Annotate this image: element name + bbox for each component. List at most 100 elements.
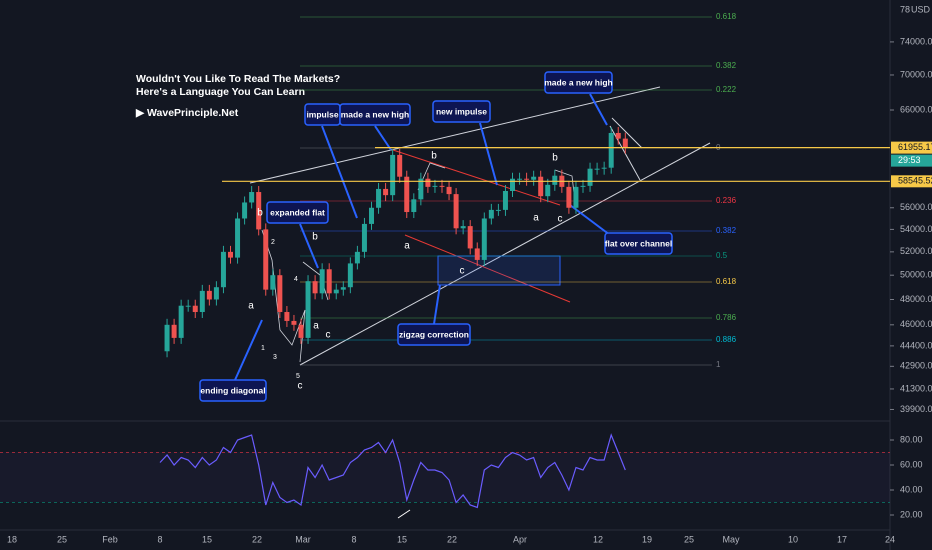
arrow [234, 319, 263, 381]
annotation: ending diagonal [200, 385, 265, 395]
trendline [392, 149, 561, 206]
price-tick-label: 44400.00 [900, 340, 932, 350]
candle-body [354, 251, 360, 264]
annotation: made a new high [341, 109, 410, 119]
wave-label: a [533, 213, 539, 224]
annotation-box [339, 103, 411, 126]
wave-label: a [313, 321, 319, 332]
rsi-tick-label: 40.00 [900, 484, 923, 494]
candle-body [199, 290, 205, 313]
candle-body [312, 281, 318, 294]
fib-label: 0.618 [716, 277, 737, 286]
candle-body [305, 281, 311, 338]
candle-body [326, 269, 332, 294]
arrow [321, 125, 358, 219]
candle-body [298, 324, 304, 338]
candle-body [502, 190, 508, 210]
annotation-box [397, 323, 471, 346]
date-label: 8 [157, 534, 162, 544]
candle-body [481, 218, 487, 260]
date-label: 22 [447, 534, 457, 544]
rsi-tick-label: 20.00 [900, 509, 923, 519]
wave-label: b [431, 151, 437, 162]
candle-body [573, 186, 579, 208]
price-tick-label: 70000.00 [900, 69, 932, 79]
candle-body [164, 324, 170, 352]
rsi-tick-label: 60.00 [900, 459, 923, 469]
candle-body [566, 186, 572, 208]
date-label: 22 [252, 534, 262, 544]
price-tag: 58545.52 [898, 176, 932, 186]
candle-body [369, 207, 374, 224]
candle-body [242, 202, 248, 219]
price-top-label: 78 [900, 4, 910, 14]
annotation-box [544, 71, 613, 94]
trendline [611, 117, 643, 149]
candle-body [171, 324, 177, 338]
candle-body [333, 289, 339, 294]
candle-body [284, 312, 290, 321]
date-label: 24 [885, 534, 895, 544]
date-label: 17 [837, 534, 847, 544]
price-tick-label: 46000.00 [900, 319, 932, 329]
candle-body [376, 188, 382, 208]
candle-body [235, 218, 241, 258]
candle-body [552, 175, 558, 185]
candle-body [474, 248, 480, 260]
rsi-line [159, 433, 626, 509]
price-tick-label: 74000.00 [900, 36, 932, 46]
candle-body [249, 192, 255, 203]
date-label: Mar [295, 534, 311, 544]
wave-label: b [552, 153, 558, 164]
wave-label: c [298, 381, 303, 392]
candle-body [446, 186, 452, 195]
candle-body [404, 176, 410, 213]
candle-body [587, 168, 593, 186]
candle-body [228, 251, 233, 258]
rsi-tick-label: 80.00 [900, 434, 923, 444]
trendline [299, 142, 711, 366]
annotation: flat over channel [605, 238, 673, 248]
trendline [249, 86, 661, 184]
wave-label: 2 [271, 239, 275, 246]
price-tick-label: 56000.00 [900, 202, 932, 212]
price-tag-bg [891, 141, 932, 154]
arrow [433, 284, 441, 325]
candle-body [347, 263, 353, 288]
arrow [479, 122, 498, 186]
date-label: Feb [102, 534, 118, 544]
wave-label: 3 [273, 354, 277, 361]
candle-body [594, 168, 600, 170]
target-zone [437, 255, 561, 286]
header-link[interactable]: ▶ WavePrinciple.Net [135, 107, 239, 119]
annotation: zigzag correction [399, 329, 469, 339]
cursor [397, 509, 411, 519]
date-label: 12 [593, 534, 603, 544]
annotation-box [266, 201, 329, 224]
candle-body [488, 209, 494, 219]
candle-body [383, 188, 389, 196]
annotation: impulse [306, 109, 338, 119]
wave-label: c [558, 214, 563, 225]
candle-body [291, 320, 297, 325]
wave-label: 4 [294, 276, 298, 283]
candle-body [538, 176, 544, 197]
date-label: 19 [642, 534, 652, 544]
rsi-band [0, 452, 890, 502]
price-tag-bg [891, 175, 932, 188]
candle-body [178, 305, 184, 338]
date-label: 15 [202, 534, 212, 544]
arrow [374, 125, 392, 151]
price-tick-label: 66000.00 [900, 104, 932, 114]
price-tick-label: 39900.00 [900, 404, 932, 414]
candle-body [615, 132, 621, 139]
wave-label: a [248, 301, 254, 312]
candle-body [524, 178, 530, 180]
price-tick-label: 52000.00 [900, 246, 932, 256]
candle-body [425, 178, 431, 187]
candle-body [460, 226, 466, 229]
candle-body [185, 305, 191, 307]
trendline [404, 234, 571, 303]
candle-body [397, 154, 403, 177]
price-tick-label: 41300.00 [900, 383, 932, 393]
